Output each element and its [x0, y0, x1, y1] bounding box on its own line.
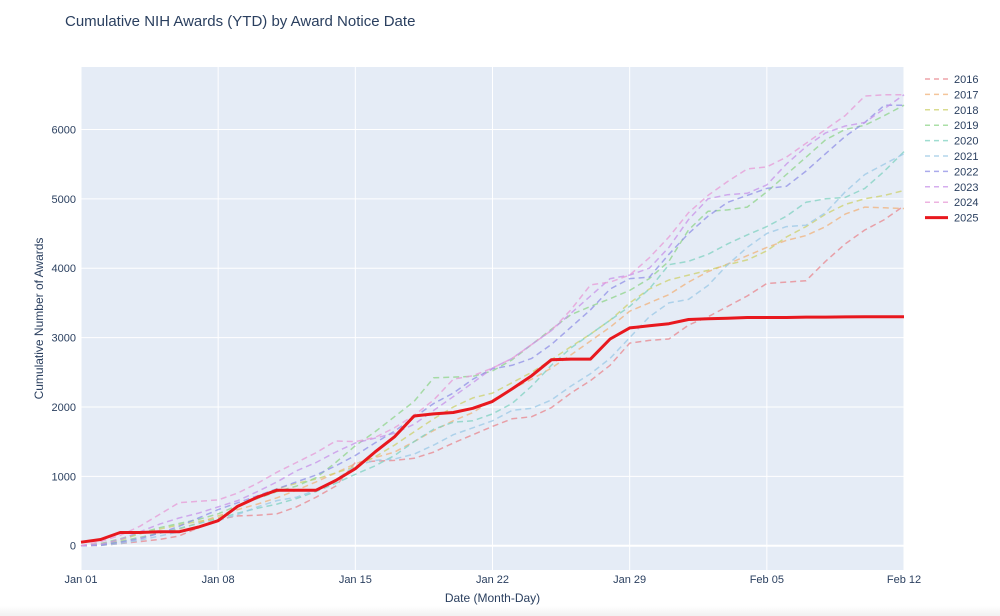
- series-line-2025[interactable]: [80, 315, 904, 544]
- y-tick-label: 5000: [52, 194, 76, 206]
- x-tick-label: Jan 01: [64, 574, 97, 586]
- y-tick-label: 2000: [52, 402, 76, 414]
- legend-item-2025[interactable]: 2025: [954, 213, 978, 225]
- series-line-2019[interactable]: [80, 104, 905, 547]
- series-line-2020[interactable]: [80, 151, 905, 547]
- y-tick-label: 4000: [52, 263, 76, 275]
- y-tick-label: 1000: [52, 471, 76, 483]
- legend-item-2021[interactable]: 2021: [954, 151, 978, 163]
- y-axis-label: Cumulative Number of Awards: [32, 238, 46, 400]
- legend-item-2018[interactable]: 2018: [954, 105, 978, 117]
- legend-item-2023[interactable]: 2023: [954, 182, 978, 194]
- legend: 2016 2017 2018 2019 2020 2021 2022 2023 2024 2025: [925, 74, 978, 225]
- bottom-edge: [0, 606, 1000, 616]
- x-tick-label: Feb 12: [887, 574, 921, 586]
- axis-ticks: 0 1000 2000 3000 4000 5000 6000 Jan 01 Jan 08 Jan…: [52, 124, 922, 586]
- x-tick-label: Jan 22: [476, 574, 509, 586]
- legend-item-2024[interactable]: 2024: [954, 197, 978, 209]
- x-tick-label: Jan 15: [339, 574, 372, 586]
- legend-item-2016[interactable]: 2016: [954, 74, 978, 86]
- series-line-2017[interactable]: [80, 206, 905, 547]
- legend-item-2020[interactable]: 2020: [954, 136, 978, 148]
- grid-lines: [80, 67, 905, 570]
- x-tick-label: Feb 05: [750, 574, 784, 586]
- series-line-2023[interactable]: [80, 94, 905, 547]
- x-tick-label: Jan 08: [202, 574, 235, 586]
- y-tick-label: 6000: [52, 124, 76, 136]
- legend-item-2019[interactable]: 2019: [954, 120, 978, 132]
- y-tick-label: 3000: [52, 333, 76, 345]
- y-tick-label: 0: [70, 541, 76, 553]
- series-lines: [80, 94, 905, 547]
- chart-title: Cumulative NIH Awards (YTD) by Award Not…: [65, 13, 415, 30]
- legend-item-2022[interactable]: 2022: [954, 166, 978, 178]
- x-axis-label: Date (Month-Day): [445, 591, 540, 605]
- x-tick-label: Jan 29: [613, 574, 646, 586]
- legend-item-2017[interactable]: 2017: [954, 89, 978, 101]
